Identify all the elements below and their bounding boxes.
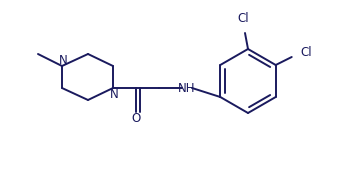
Text: O: O	[131, 112, 141, 125]
Text: N: N	[59, 54, 67, 67]
Text: Cl: Cl	[237, 12, 249, 26]
Text: Cl: Cl	[300, 46, 311, 59]
Text: N: N	[110, 87, 118, 100]
Text: NH: NH	[178, 83, 196, 96]
